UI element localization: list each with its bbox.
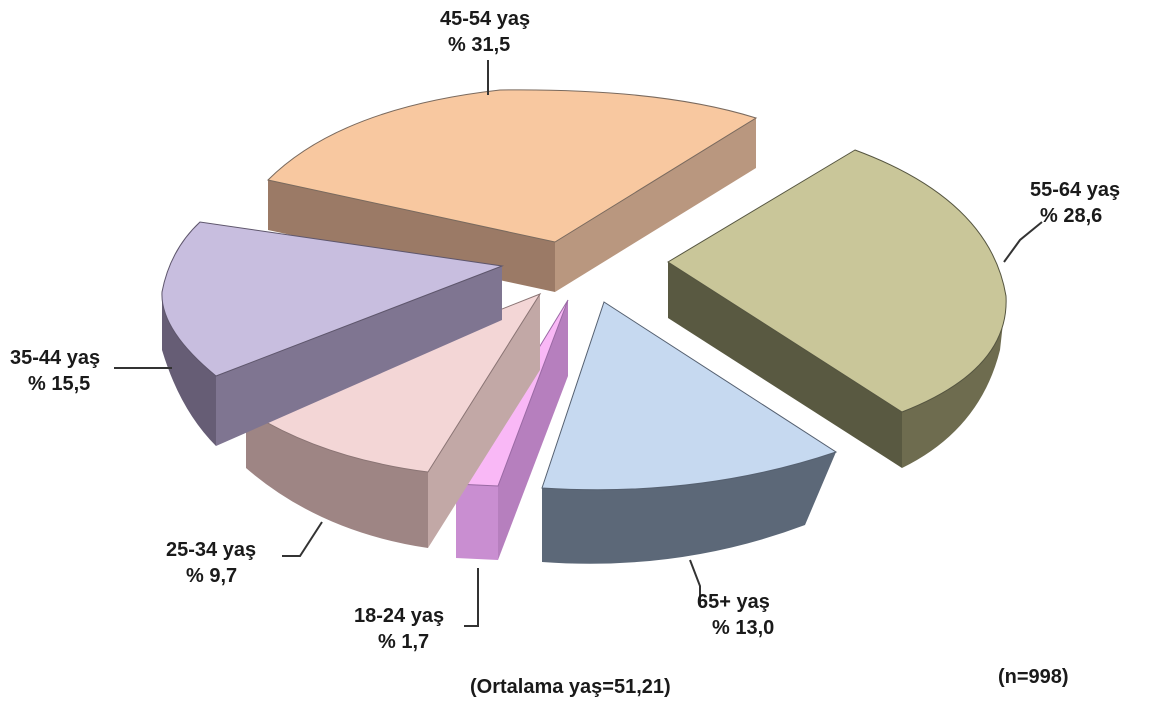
slice-35-44-face [216,266,502,446]
label-35-44: 35-44 yaş [10,347,100,369]
slice-45-54-face [555,118,756,292]
slice-25-34-side [246,410,428,548]
leader-65plus [689,559,701,606]
slice-18-24-face [456,484,498,560]
slice-45-54-top [266,89,758,243]
slice-25-34-face [428,294,540,548]
slice-65plus [541,301,838,564]
leader-25-34 [282,521,323,557]
leader-55-64 [1003,221,1043,263]
slice-55-64 [667,149,1007,468]
sample-size-note: (n=998) [998,666,1069,688]
slice-55-64-top [667,149,1007,413]
label-55-64: 55-64 yaş [1030,179,1120,201]
slice-35-44 [161,221,504,446]
slice-25-34 [244,292,542,548]
label-65plus: 65+ yaş [697,591,770,613]
slice-65plus-side [542,452,836,564]
slice-35-44-top [161,221,504,377]
value-55-64: % 28,6 [1040,205,1102,227]
label-18-24: 18-24 yaş [354,605,444,627]
slice-55-64-side [668,262,902,468]
value-25-34: % 9,7 [186,565,237,587]
slice-55-64-face [902,296,1006,468]
value-45-54: % 31,5 [448,34,510,56]
value-65plus: % 13,0 [712,617,774,639]
leader-18-24 [464,568,479,627]
slice-65plus-top [541,301,838,491]
average-age-note: (Ortalama yaş=51,21) [470,676,671,698]
value-18-24: % 1,7 [378,631,429,653]
label-45-54: 45-54 yaş [440,8,530,30]
label-25-34: 25-34 yaş [166,539,256,561]
value-35-44: % 15,5 [28,373,90,395]
slice-18-24-side [498,300,568,560]
